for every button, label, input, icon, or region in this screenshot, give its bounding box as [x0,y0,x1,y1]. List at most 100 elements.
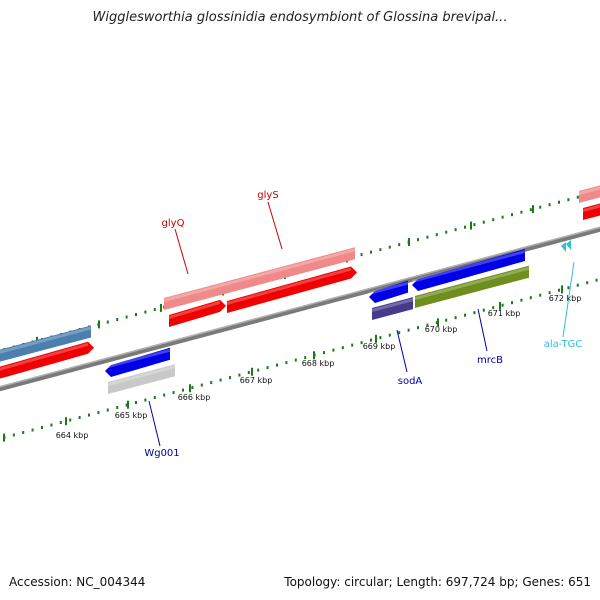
tick-mark [586,281,589,285]
tick-mark [511,301,513,305]
tick-mark [332,348,335,352]
scale-label: 672 kbp [549,294,582,303]
major-tick-mark [437,318,439,327]
tick-mark [567,198,570,202]
feature-pink-glyS[interactable] [164,247,355,310]
tick-mark [294,358,297,362]
tick-mark [22,431,25,435]
feature-grey-Wg001[interactable] [108,364,175,394]
tick-mark [266,366,269,370]
tick-mark [351,343,354,347]
Wg001-leader [148,400,161,447]
feature-steel-left-body [0,325,91,362]
feature-blue-mrcB-highlight [412,249,525,283]
tick-mark [435,233,438,237]
gene-label-glyS[interactable]: glyS [257,190,278,201]
major-tick-mark [313,351,315,360]
feature-blue-sodA[interactable] [369,280,408,303]
scale-label: 667 kbp [240,376,273,385]
tick-mark [116,406,119,410]
gene-label-mrcB[interactable]: mrcB [477,355,503,366]
tick-mark [125,315,128,319]
gene-label-sodA[interactable]: sodA [398,376,423,387]
tick-mark [257,368,260,372]
tick-mark [247,371,250,375]
major-tick-mark [499,301,501,310]
feature-red-glyS[interactable] [227,266,357,313]
tick-mark [595,278,598,282]
tick-mark [435,321,438,325]
scale-label: 666 kbp [178,393,211,402]
feature-red-glyQ-body [169,299,226,327]
sodA-leader [396,329,408,373]
tick-mark [135,313,137,317]
tick-mark [464,225,466,229]
major-tick-mark [3,433,5,442]
scale-label: 668 kbp [302,359,335,368]
tick-mark [576,283,579,287]
tick-mark [31,428,34,432]
trna-ala-tgc-feature[interactable] [561,240,571,252]
feature-red-left-highlight [0,342,88,371]
feature-red-left[interactable] [0,341,94,380]
tick-mark [59,421,62,425]
genome-backbone-highlight [0,226,600,388]
feature-grey-Wg001-highlight [108,365,175,386]
tick-mark [398,243,401,247]
tick-mark [200,383,203,387]
feature-blue-mrcB-body [412,248,525,291]
tick-mark [50,423,53,427]
feature-blue-mrcB[interactable] [412,248,525,291]
tick-mark [379,336,382,340]
ala-TGC-leader [562,261,575,338]
gene-label-Wg001[interactable]: Wg001 [144,448,179,459]
gene-label-ala-TGC[interactable]: ala-TGC [544,339,583,350]
tick-mark [304,356,307,360]
tick-mark [482,220,485,224]
tick-mark [426,323,429,327]
tick-mark [426,235,429,239]
feature-olive-mrcB[interactable] [415,265,529,308]
feature-pink-right-body [579,185,600,203]
gene-label-glyQ[interactable]: glyQ [162,218,185,229]
feature-blue-Wg001-body [105,347,170,377]
glyS-leader [267,201,283,250]
tick-mark [454,228,457,232]
scale-label: 671 kbp [488,309,521,318]
tick-mark [501,303,504,307]
tick-mark [520,298,523,302]
feature-red-right[interactable] [583,202,600,220]
tick-mark [116,318,119,322]
feature-indigo-sodA-highlight [372,298,413,312]
feature-olive-mrcB-highlight [415,266,529,300]
feature-indigo-sodA[interactable] [372,297,413,320]
tick-mark [520,210,523,214]
tick-mark [379,248,382,252]
tick-mark [417,326,419,330]
tick-mark [388,333,391,337]
feature-indigo-sodA-body [372,297,413,320]
feature-grey-Wg001-body [108,364,175,394]
major-tick-mark [408,238,410,247]
tick-mark [370,338,372,342]
feature-blue-Wg001[interactable] [105,347,170,377]
feature-pink-right[interactable] [579,184,600,203]
major-tick-mark [65,417,67,426]
feature-red-glyS-highlight [227,267,351,305]
scale-label: 665 kbp [115,411,148,420]
major-tick-mark [98,320,100,329]
mrcB-leader [477,308,488,352]
tick-mark [191,386,194,390]
major-tick-mark [189,384,191,393]
tick-mark [473,223,476,227]
genome-backbone [0,226,600,392]
tick-mark [464,313,466,317]
tick-mark [125,403,128,407]
major-tick-mark [251,367,253,376]
feature-steel-left[interactable] [0,325,91,363]
tick-mark [501,215,504,219]
feature-steel-left-highlight [0,326,91,354]
feature-red-glyQ[interactable] [169,299,226,327]
tick-mark [445,230,448,234]
